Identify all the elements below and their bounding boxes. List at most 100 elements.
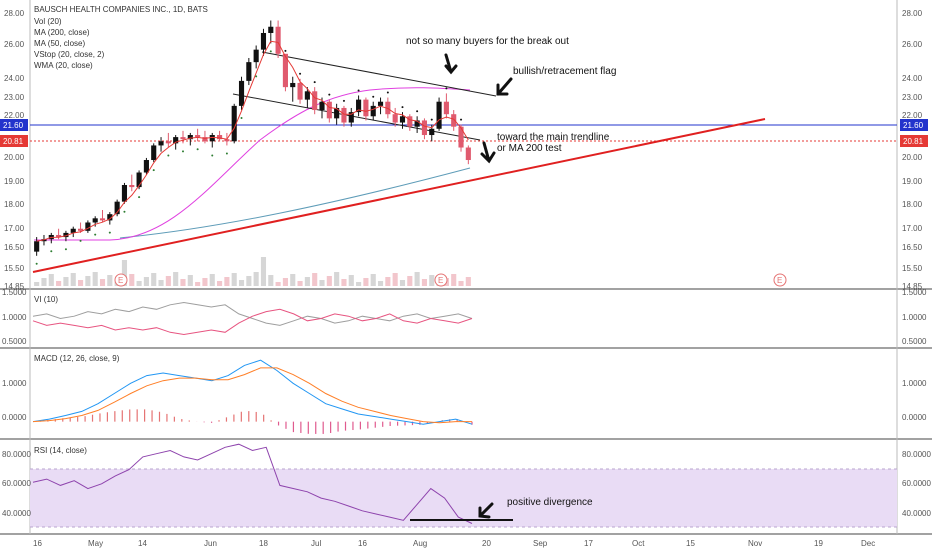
candle[interactable]	[326, 99, 332, 123]
rsi-line[interactable]	[32, 443, 473, 524]
candle[interactable]	[92, 216, 98, 227]
candle[interactable]	[341, 105, 347, 127]
candle-body	[56, 234, 62, 238]
candle[interactable]	[348, 107, 354, 127]
candle[interactable]	[143, 157, 149, 175]
candle[interactable]	[246, 57, 252, 86]
candle[interactable]	[385, 97, 391, 119]
earnings-circle[interactable]	[114, 273, 128, 287]
macd-line[interactable]	[32, 359, 473, 425]
candle[interactable]	[158, 137, 164, 152]
earnings-circle[interactable]	[773, 273, 787, 287]
vi-minus-line[interactable]	[32, 308, 473, 336]
candle[interactable]	[187, 132, 193, 146]
price-tick: 15.50	[902, 264, 923, 273]
x-tick: 16	[358, 539, 367, 548]
volume-bar	[341, 279, 347, 286]
candle[interactable]	[304, 87, 310, 108]
candle[interactable]	[151, 143, 157, 163]
candle[interactable]	[443, 93, 449, 119]
candle[interactable]	[253, 45, 259, 69]
volume-bar	[304, 277, 310, 286]
candle[interactable]	[195, 128, 201, 142]
candle[interactable]	[312, 87, 318, 115]
candle[interactable]	[121, 182, 128, 204]
wma-line[interactable]	[36, 40, 469, 242]
vstop-dot	[460, 118, 463, 121]
candle[interactable]	[370, 101, 376, 121]
candle[interactable]	[180, 130, 186, 144]
macd-signal-line[interactable]	[32, 367, 472, 424]
volume-bar	[407, 276, 413, 286]
candle-body	[260, 32, 267, 50]
earnings-marker[interactable]: E	[114, 273, 128, 287]
candle[interactable]	[319, 97, 325, 119]
macd-histogram	[39, 409, 473, 434]
candle[interactable]	[114, 199, 120, 217]
ma200-line[interactable]	[119, 167, 471, 239]
candle[interactable]	[231, 103, 237, 144]
candle[interactable]	[465, 145, 471, 165]
candle[interactable]	[282, 53, 288, 92]
legend-vstop: VStop (20, close, 2)	[34, 50, 105, 59]
candle[interactable]	[268, 20, 274, 44]
candle[interactable]	[297, 78, 303, 104]
candle[interactable]	[421, 118, 428, 140]
price-tick: 26.00	[4, 40, 25, 49]
candle[interactable]	[129, 174, 135, 192]
candle[interactable]	[363, 97, 369, 121]
price-tick: 20.00	[4, 153, 25, 162]
candle[interactable]	[70, 226, 76, 238]
vstop-dot	[313, 81, 316, 84]
candle[interactable]	[260, 28, 267, 56]
candle[interactable]	[77, 222, 84, 233]
vi-plus-line[interactable]	[32, 301, 473, 326]
flag-upper-line[interactable]	[261, 51, 497, 97]
vstop-dot	[225, 152, 228, 155]
candle-body	[63, 232, 69, 238]
candle[interactable]	[436, 97, 442, 131]
red-price-value-right: 20.81	[903, 137, 924, 146]
price-tick: 16.50	[902, 243, 923, 252]
candle[interactable]	[334, 103, 340, 125]
flag-lower-line[interactable]	[232, 93, 481, 141]
candle[interactable]	[290, 76, 296, 102]
candle-body	[377, 101, 384, 106]
main-trendline[interactable]	[32, 118, 766, 273]
price-tick: 24.00	[902, 74, 923, 83]
candle[interactable]	[165, 132, 171, 148]
earnings-marker[interactable]: E	[434, 273, 448, 287]
x-tick: 17	[584, 539, 593, 548]
candle[interactable]	[34, 237, 40, 256]
candle[interactable]	[451, 110, 457, 131]
earnings-marker[interactable]: E	[773, 273, 787, 287]
volume-bar	[224, 277, 230, 286]
earnings-circle[interactable]	[434, 273, 448, 287]
vstop-dot	[152, 169, 155, 172]
macd-tick: 1.0000	[2, 379, 27, 388]
candle[interactable]	[414, 116, 420, 133]
candle[interactable]	[202, 130, 208, 144]
candle[interactable]	[217, 130, 223, 142]
candle-body	[436, 101, 442, 129]
candle[interactable]	[407, 114, 413, 131]
candle[interactable]	[99, 209, 106, 223]
rsi-tick: 80.0000	[2, 450, 31, 459]
earnings-label: E	[777, 276, 782, 285]
candle[interactable]	[392, 107, 398, 127]
candle[interactable]	[238, 76, 245, 111]
price-axis-right: 28.00 26.00 24.00 23.00 22.00 20.00 19.0…	[902, 9, 923, 291]
candle[interactable]	[458, 124, 464, 152]
candle-body	[297, 82, 303, 100]
candle[interactable]	[85, 220, 91, 233]
candle[interactable]	[275, 20, 281, 58]
vi-tick: 1.0000	[902, 313, 927, 322]
arrow-icon	[496, 77, 513, 96]
volume-bar	[253, 272, 259, 286]
candle-body	[92, 218, 98, 223]
candle[interactable]	[209, 132, 215, 148]
ma50-line[interactable]	[34, 87, 471, 241]
volume-bar	[107, 275, 113, 286]
candle[interactable]	[356, 95, 362, 117]
